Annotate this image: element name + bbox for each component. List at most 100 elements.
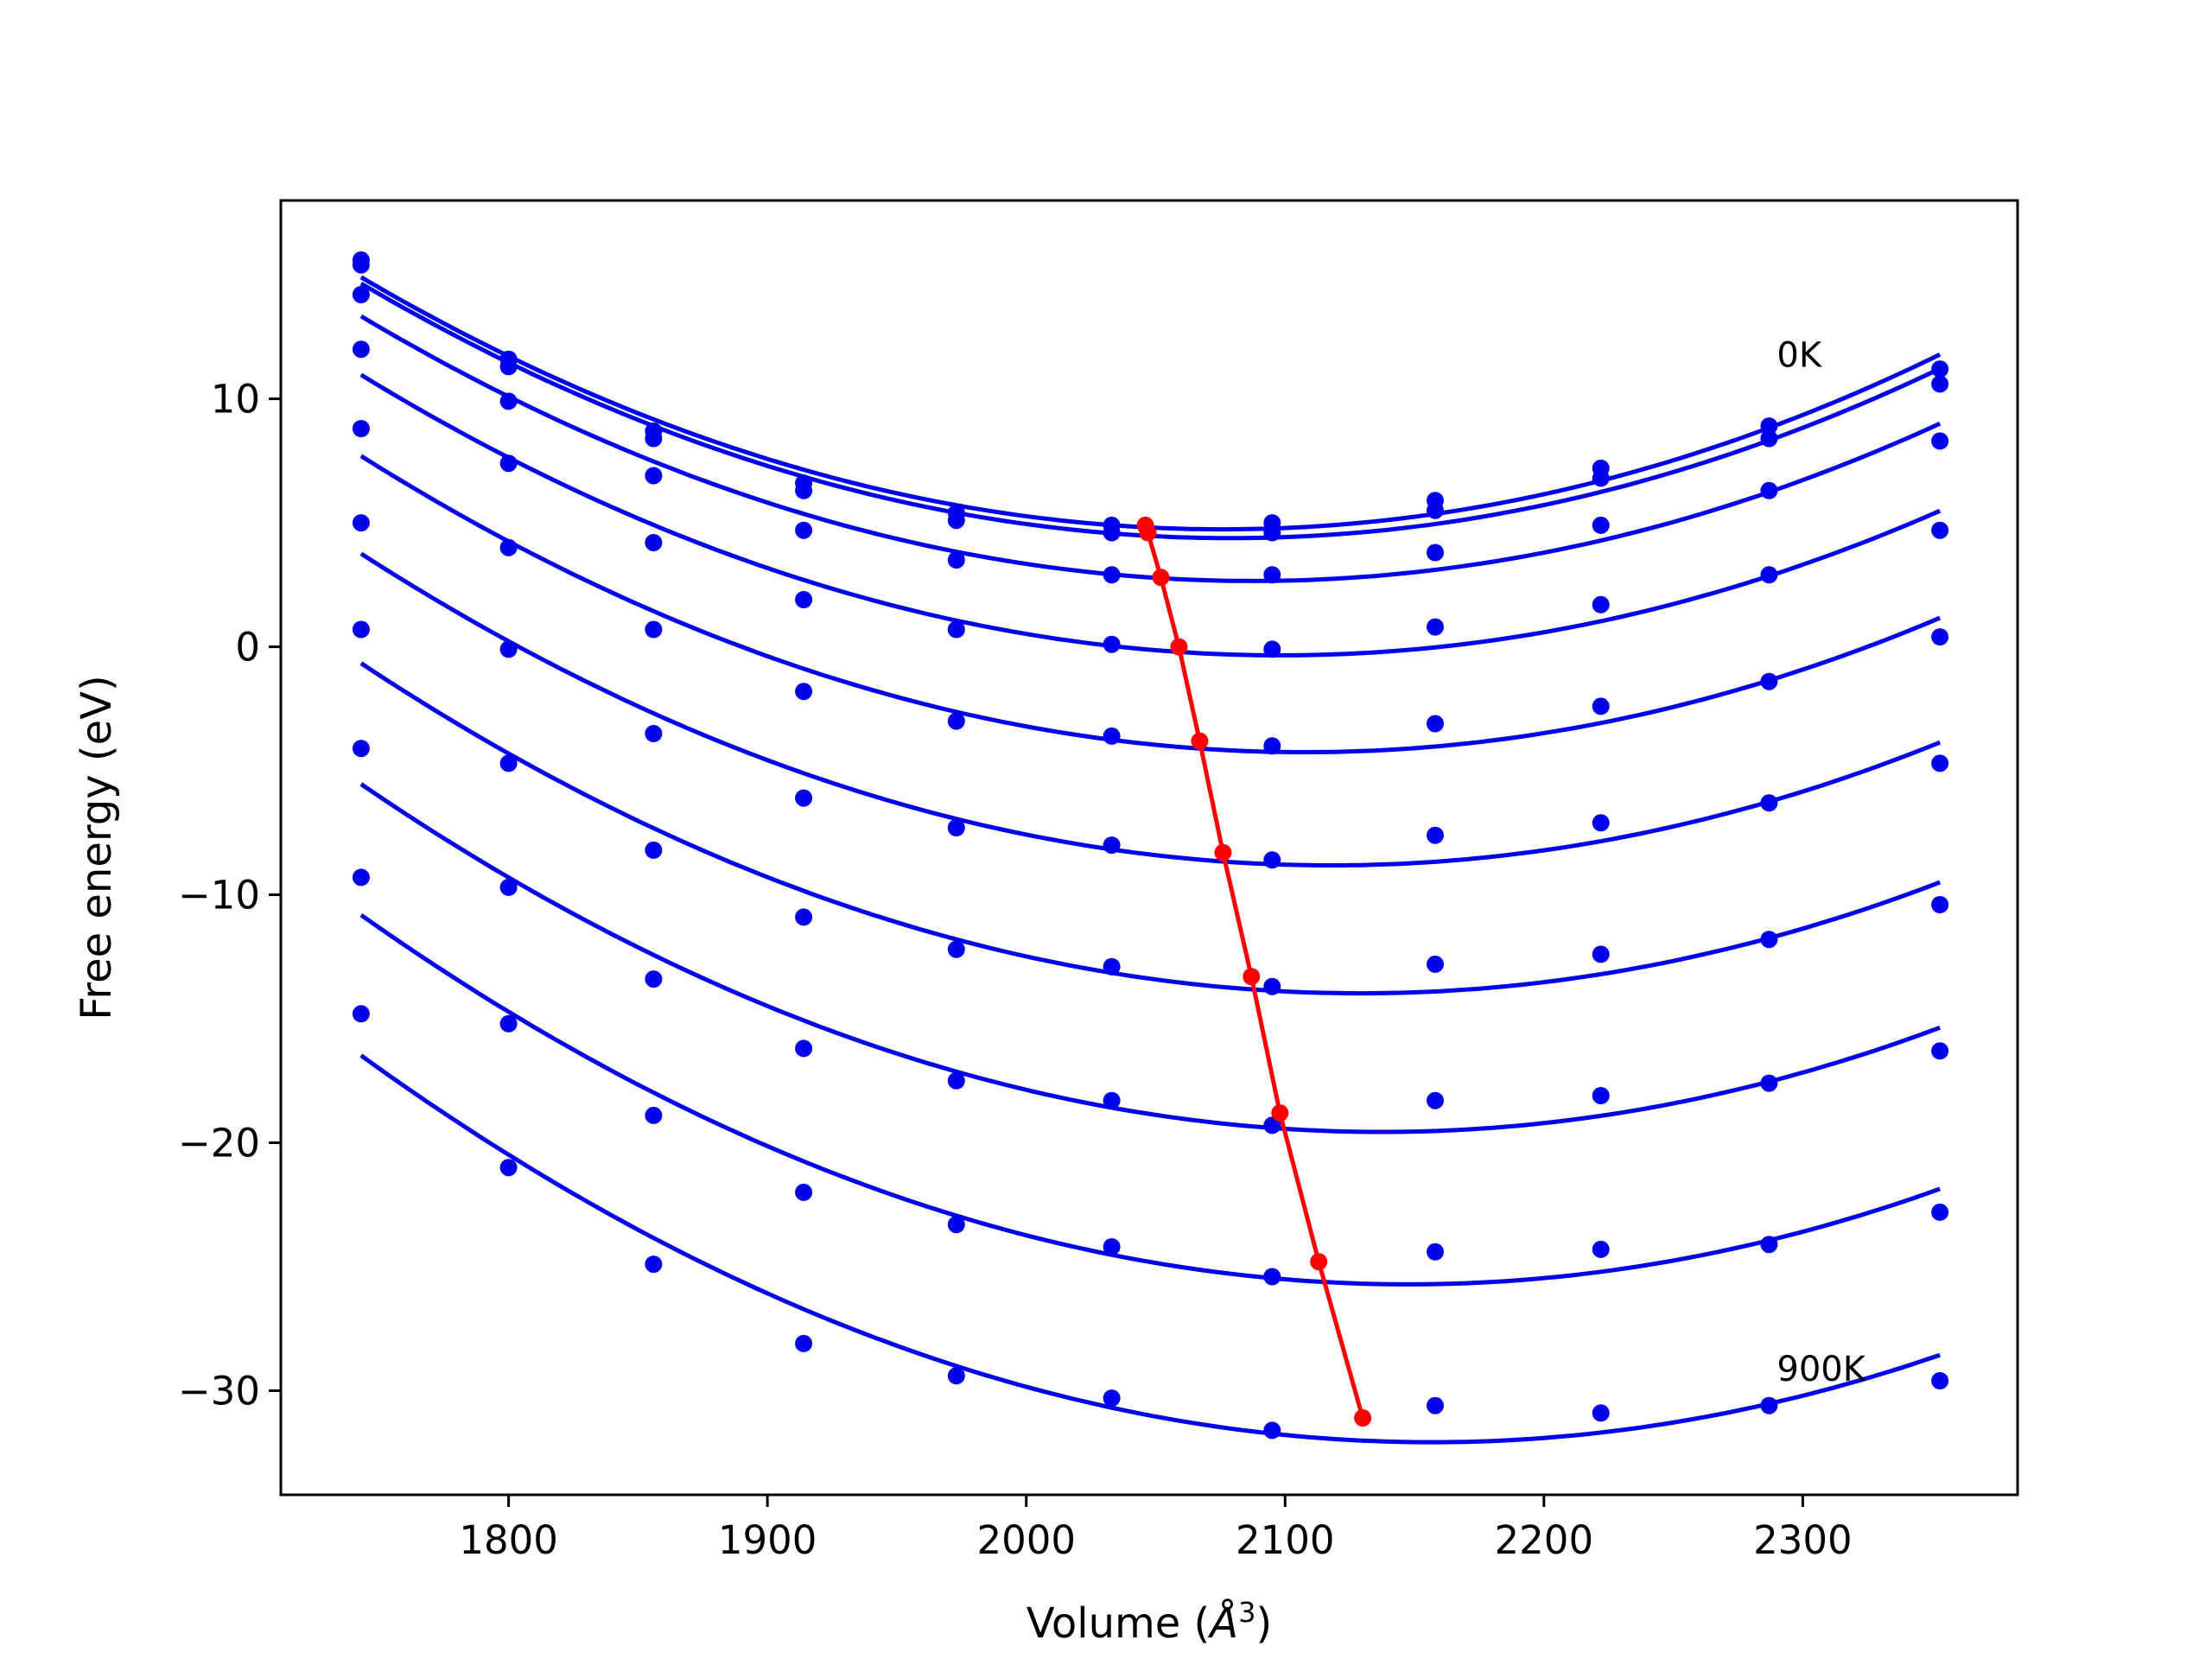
series-2-point-3 [795,521,813,539]
series-2-point-7 [1427,543,1444,562]
series-0-point-9 [1760,417,1778,435]
series-3-point-8 [1592,595,1610,613]
series-8-point-3 [795,1183,813,1201]
series-9 [352,1005,1949,1445]
series-8-point-2 [645,1106,663,1124]
series-6-point-1 [499,754,518,772]
series-3 [352,340,1949,658]
axes-frame [279,199,2019,1497]
series-6-point-10 [1931,896,1949,913]
minima-point-6 [1243,968,1261,986]
series-7-point-3 [795,1039,813,1058]
series-6-point-3 [795,908,813,926]
x-tick-label-2000: 2000 [976,1517,1076,1563]
annotation-1: 900K [1777,1350,1866,1389]
x-tick-label-2100: 2100 [1236,1517,1335,1563]
series-2-point-5 [1103,566,1121,584]
plot-area [352,251,1949,1445]
series-8-point-4 [947,1216,965,1234]
series-7-point-4 [947,1071,965,1090]
series-9-point-10 [1931,1372,1949,1389]
series-3-point-2 [645,534,663,551]
series-5-point-5 [1103,836,1121,855]
series-7-fit-line [359,782,1941,1135]
series-6-point-2 [645,841,663,859]
series-8-point-9 [1760,1236,1778,1254]
series-9-point-3 [795,1334,813,1352]
series-4-point-1 [499,538,518,556]
series-6-point-8 [1592,945,1610,963]
series-4-point-4 [947,712,965,730]
y-axis-label: Free energy (eV) [73,675,121,1020]
series-6-point-4 [947,940,965,958]
series-8-point-5 [1103,1238,1121,1255]
x-tick-label-2200: 2200 [1495,1517,1594,1563]
annotations: 0K 900K [1777,335,1866,1389]
series-5-point-9 [1760,794,1778,812]
series-2-point-0 [352,286,370,303]
series-6-point-5 [1103,957,1121,976]
series-7-point-9 [1760,1074,1778,1092]
x-tick-label-1900: 1900 [718,1517,817,1563]
y-tick-label-10: 10 [211,377,260,423]
series-7-point-1 [499,878,518,896]
series-8-point-10 [1931,1203,1949,1221]
minima-point-2 [1152,569,1170,587]
series-6-point-6 [1263,977,1281,995]
series-5-point-8 [1592,814,1610,832]
series-5-point-4 [947,819,965,836]
series-1-point-6 [1263,524,1281,542]
series-2-point-9 [1760,481,1778,499]
series-4 [352,420,1949,755]
series-7-point-0 [352,740,370,758]
series-3-point-9 [1760,566,1778,584]
series-4-point-6 [1263,737,1281,755]
series-5-point-7 [1427,826,1444,844]
series-7-point-8 [1592,1087,1610,1104]
annotation-0: 0K [1777,335,1822,375]
series-1-point-7 [1427,501,1444,519]
series-9-point-5 [1103,1389,1121,1408]
minima-point-7 [1271,1104,1289,1122]
series-4-point-5 [1103,727,1121,745]
minima-series [1136,516,1372,1427]
series-3-fit-line [359,372,1942,658]
series-6 [352,620,1949,996]
series-1-point-3 [795,481,813,499]
series-9-point-0 [352,1005,370,1023]
x-axis-label: Volume (Å3) [1027,1596,1272,1648]
y-tick-label--30: −30 [178,1368,260,1414]
series-5 [352,514,1949,869]
series-2-point-2 [645,467,663,485]
series-8-point-1 [499,1014,518,1033]
series-7-point-10 [1931,1042,1949,1060]
series-4-point-8 [1592,697,1610,715]
series-7-point-5 [1103,1091,1121,1109]
series-2-point-4 [947,551,965,569]
minima-point-1 [1139,524,1157,542]
series-8-fit-line [359,912,1941,1287]
series-4-point-0 [352,420,370,437]
series-7-point-6 [1263,1116,1281,1135]
series-9-point-2 [645,1255,663,1274]
series-1-point-10 [1931,375,1949,393]
series-9-point-6 [1263,1421,1281,1440]
minima-point-4 [1191,732,1209,750]
series-3-point-5 [1103,635,1121,653]
series-3-point-7 [1427,618,1444,636]
series-9-fit-line [359,1053,1941,1445]
series-5-point-0 [352,514,370,532]
y-axis: 10 0 −10 −20 −30 [178,377,281,1414]
minima-point-8 [1310,1253,1328,1271]
series-2-point-6 [1263,566,1281,584]
minima-point-5 [1214,843,1232,861]
series-3-point-3 [795,591,813,608]
series-3-point-0 [352,340,370,359]
x-axis: 1800 1900 2000 2100 2200 2300 [459,1495,1853,1563]
x-tick-label-2300: 2300 [1753,1517,1853,1563]
series-2 [352,286,1949,584]
series-6-point-0 [352,620,370,639]
minima-point-3 [1170,638,1188,656]
series-1-point-5 [1103,524,1121,542]
